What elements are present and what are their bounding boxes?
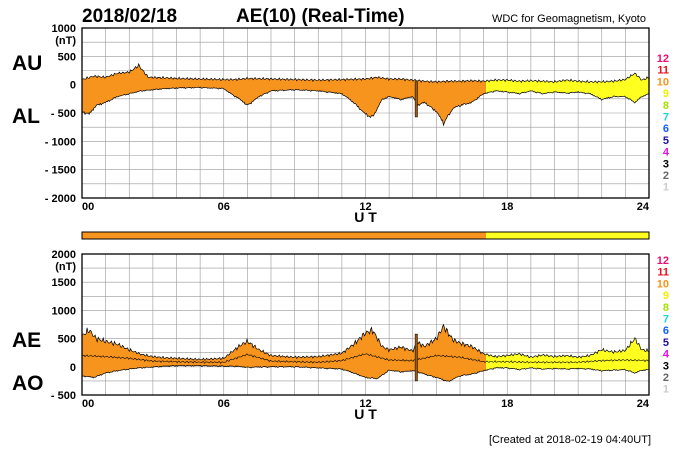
chart-source: WDC for Geomagnetism, Kyoto <box>492 13 646 25</box>
plot-frame <box>81 27 650 199</box>
legend-entry-5: 5 <box>663 135 669 147</box>
panels: 1000 500 0 - 500 - 1000 - 1500 - 2000 (nT) 00 06 1… <box>12 23 650 422</box>
series-area-orange <box>82 63 486 126</box>
x-tick-label: 24 <box>637 398 650 410</box>
legend-entry-12: 12 <box>657 255 669 267</box>
y-tick-label: - 2000 <box>45 193 76 205</box>
legend-entry-6: 6 <box>663 325 669 337</box>
legend-entry-9: 9 <box>663 88 669 100</box>
panel-au-al: 1000 500 0 - 500 - 1000 - 1500 - 2000 (nT) 00 06 1… <box>12 23 650 225</box>
side-label-au: AU <box>12 52 42 75</box>
legend-entry-1: 1 <box>663 182 669 194</box>
x-axis-label: U T <box>354 209 377 225</box>
legend-entry-5: 5 <box>663 337 669 349</box>
chart-date: 2018/02/18 <box>82 6 177 27</box>
y-tick-label: 1500 <box>52 277 76 289</box>
y-tick-label: - 500 <box>51 390 76 402</box>
legend-entry-4: 4 <box>663 147 670 159</box>
x-tick-label: 00 <box>82 398 94 410</box>
x-tick-label: 06 <box>218 398 230 410</box>
y-tick-label: 500 <box>58 334 76 346</box>
series-line-lower <box>81 364 650 382</box>
x-tick-label: 00 <box>82 201 94 213</box>
data-spike <box>414 333 418 382</box>
station-count-bar <box>81 231 650 240</box>
x-axis-label: U T <box>354 406 377 422</box>
legend-entry-11: 11 <box>657 65 669 77</box>
legend-entry-7: 7 <box>663 112 669 124</box>
series-line-upper <box>81 323 650 361</box>
x-tick-label: 12 <box>359 398 371 410</box>
y-unit-label: (nT) <box>55 261 76 273</box>
y-tick-label: - 1000 <box>45 136 76 148</box>
bar-frame <box>81 231 650 240</box>
data-spike <box>414 81 418 118</box>
bar-segment-orange <box>82 232 486 239</box>
legend-entry-4: 4 <box>663 349 670 361</box>
panel-ae-ao: 2000 1500 1000 500 0 - 500 (nT) 00 06 12 18 24 U T AE… <box>12 249 650 422</box>
legend-entry-10: 10 <box>657 278 669 290</box>
legend-entry-7: 7 <box>663 314 669 326</box>
y-tick-label: - 500 <box>51 108 76 120</box>
side-label-al: AL <box>12 105 40 128</box>
legend-entry-9: 9 <box>663 290 669 302</box>
x-tick-label: 18 <box>501 201 513 213</box>
series-line-lower <box>81 86 650 127</box>
series-area-yellow <box>485 73 649 103</box>
legend-entry-3: 3 <box>663 360 669 372</box>
y-tick-label: 500 <box>58 51 76 63</box>
plot-frame <box>81 253 650 396</box>
legend-entry-3: 3 <box>663 158 669 170</box>
legend-entry-2: 2 <box>663 170 669 182</box>
legend-entry-2: 2 <box>663 372 669 384</box>
legend-entry-6: 6 <box>663 123 669 135</box>
x-tick-label: 06 <box>218 201 230 213</box>
side-label-ae: AE <box>12 329 41 352</box>
x-tick-label: 18 <box>501 398 513 410</box>
legend-entry-12: 12 <box>657 53 669 65</box>
bar-segment-yellow <box>485 232 649 239</box>
legend-entry-1: 1 <box>663 384 669 396</box>
legend-entry-8: 8 <box>663 302 669 314</box>
legend-entry-10: 10 <box>657 76 669 88</box>
x-tick-label: 12 <box>359 201 371 213</box>
footer-created: [Created at 2018-02-19 04:40UT] <box>489 434 651 446</box>
y-tick-label: 0 <box>70 80 76 92</box>
y-tick-label: 0 <box>70 362 76 374</box>
y-unit-label: (nT) <box>55 35 76 47</box>
series-line-mean <box>81 353 650 364</box>
y-tick-label: 2000 <box>52 249 76 261</box>
y-tick-label: 1000 <box>52 23 76 35</box>
y-tick-label: - 1500 <box>45 165 76 177</box>
series-line-upper <box>81 62 650 84</box>
legend-entry-8: 8 <box>663 100 669 112</box>
legend-entry-11: 11 <box>657 267 669 279</box>
series-area-orange <box>82 324 486 382</box>
y-tick-label: 1000 <box>52 305 76 317</box>
x-tick-label: 24 <box>637 201 650 213</box>
chart-title: AE(10) (Real-Time) <box>236 6 405 27</box>
side-label-ao: AO <box>12 372 44 395</box>
